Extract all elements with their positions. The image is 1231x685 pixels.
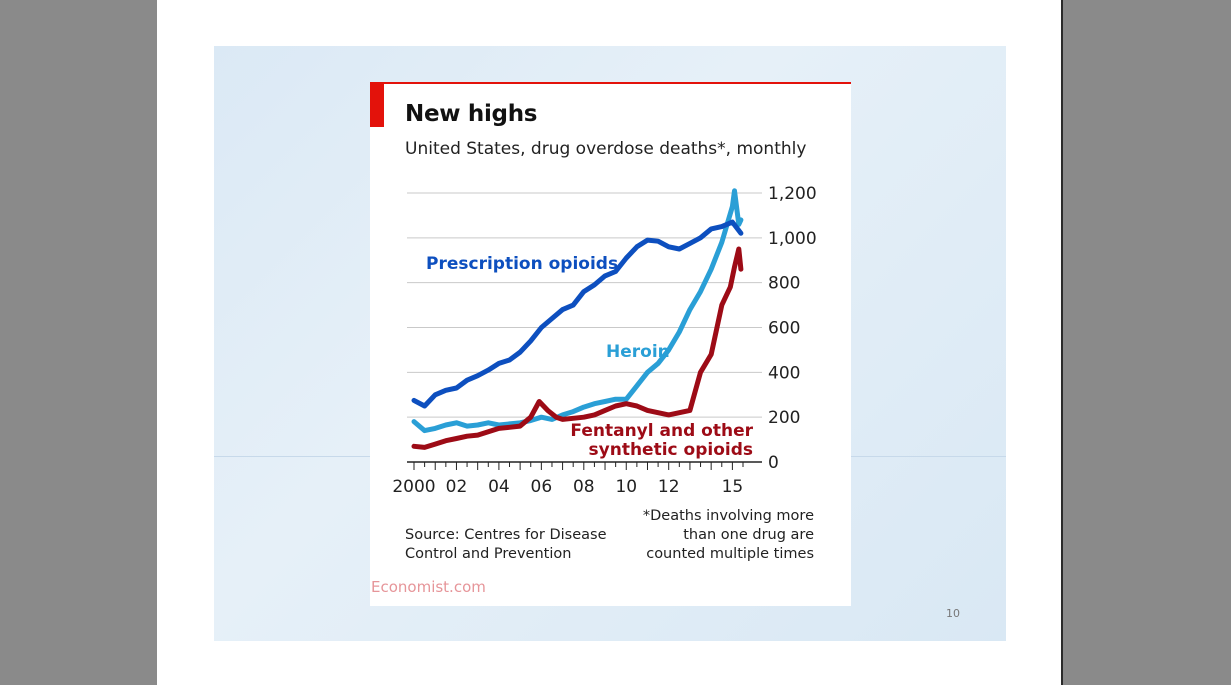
- series-label: Prescription opioids: [426, 254, 618, 274]
- series-line: [411, 219, 744, 409]
- series-line: [411, 246, 744, 450]
- series-line: [411, 188, 744, 434]
- source-line: Control and Prevention: [405, 546, 572, 562]
- x-tick-label: 04: [488, 477, 510, 497]
- watermark: Economist.com: [371, 578, 486, 596]
- chart-subtitle: United States, drug overdose deaths*, mo…: [405, 139, 807, 159]
- series-label: Fentanyl and other: [570, 421, 753, 441]
- chart-card: [370, 82, 851, 606]
- y-tick-label: 800: [768, 274, 800, 294]
- economist-red-tab: [370, 84, 384, 127]
- x-tick-label: 12: [658, 477, 680, 497]
- y-tick-label: 400: [768, 363, 800, 383]
- card-top-rule: [370, 82, 851, 84]
- chart-title: New highs: [405, 101, 538, 127]
- y-tick-label: 600: [768, 319, 800, 339]
- x-tick-label: 10: [615, 477, 637, 497]
- y-tick-label: 1,200: [768, 184, 817, 204]
- x-tick-label: 15: [722, 477, 744, 497]
- footnote-line: counted multiple times: [646, 546, 814, 562]
- series-label: synthetic opioids: [589, 440, 753, 460]
- x-tick-label: 2000: [392, 477, 435, 497]
- x-tick-label: 08: [573, 477, 595, 497]
- y-tick-label: 1,000: [768, 229, 817, 249]
- chart-footnote: *Deaths involving more than one drug are…: [600, 507, 814, 564]
- series-label: Heroin: [606, 342, 670, 362]
- chart-source: Source: Centres for Disease Control and …: [405, 526, 607, 564]
- x-tick-label: 06: [531, 477, 553, 497]
- y-tick-label: 200: [768, 408, 800, 428]
- footnote-line: *Deaths involving more: [642, 508, 814, 524]
- footnote-line: than one drug are: [683, 527, 814, 543]
- page-edge: [1061, 0, 1063, 685]
- x-tick-label: 02: [446, 477, 468, 497]
- source-line: Source: Centres for Disease: [405, 527, 607, 543]
- y-tick-label: 0: [768, 453, 779, 473]
- page-number: 10: [946, 607, 960, 620]
